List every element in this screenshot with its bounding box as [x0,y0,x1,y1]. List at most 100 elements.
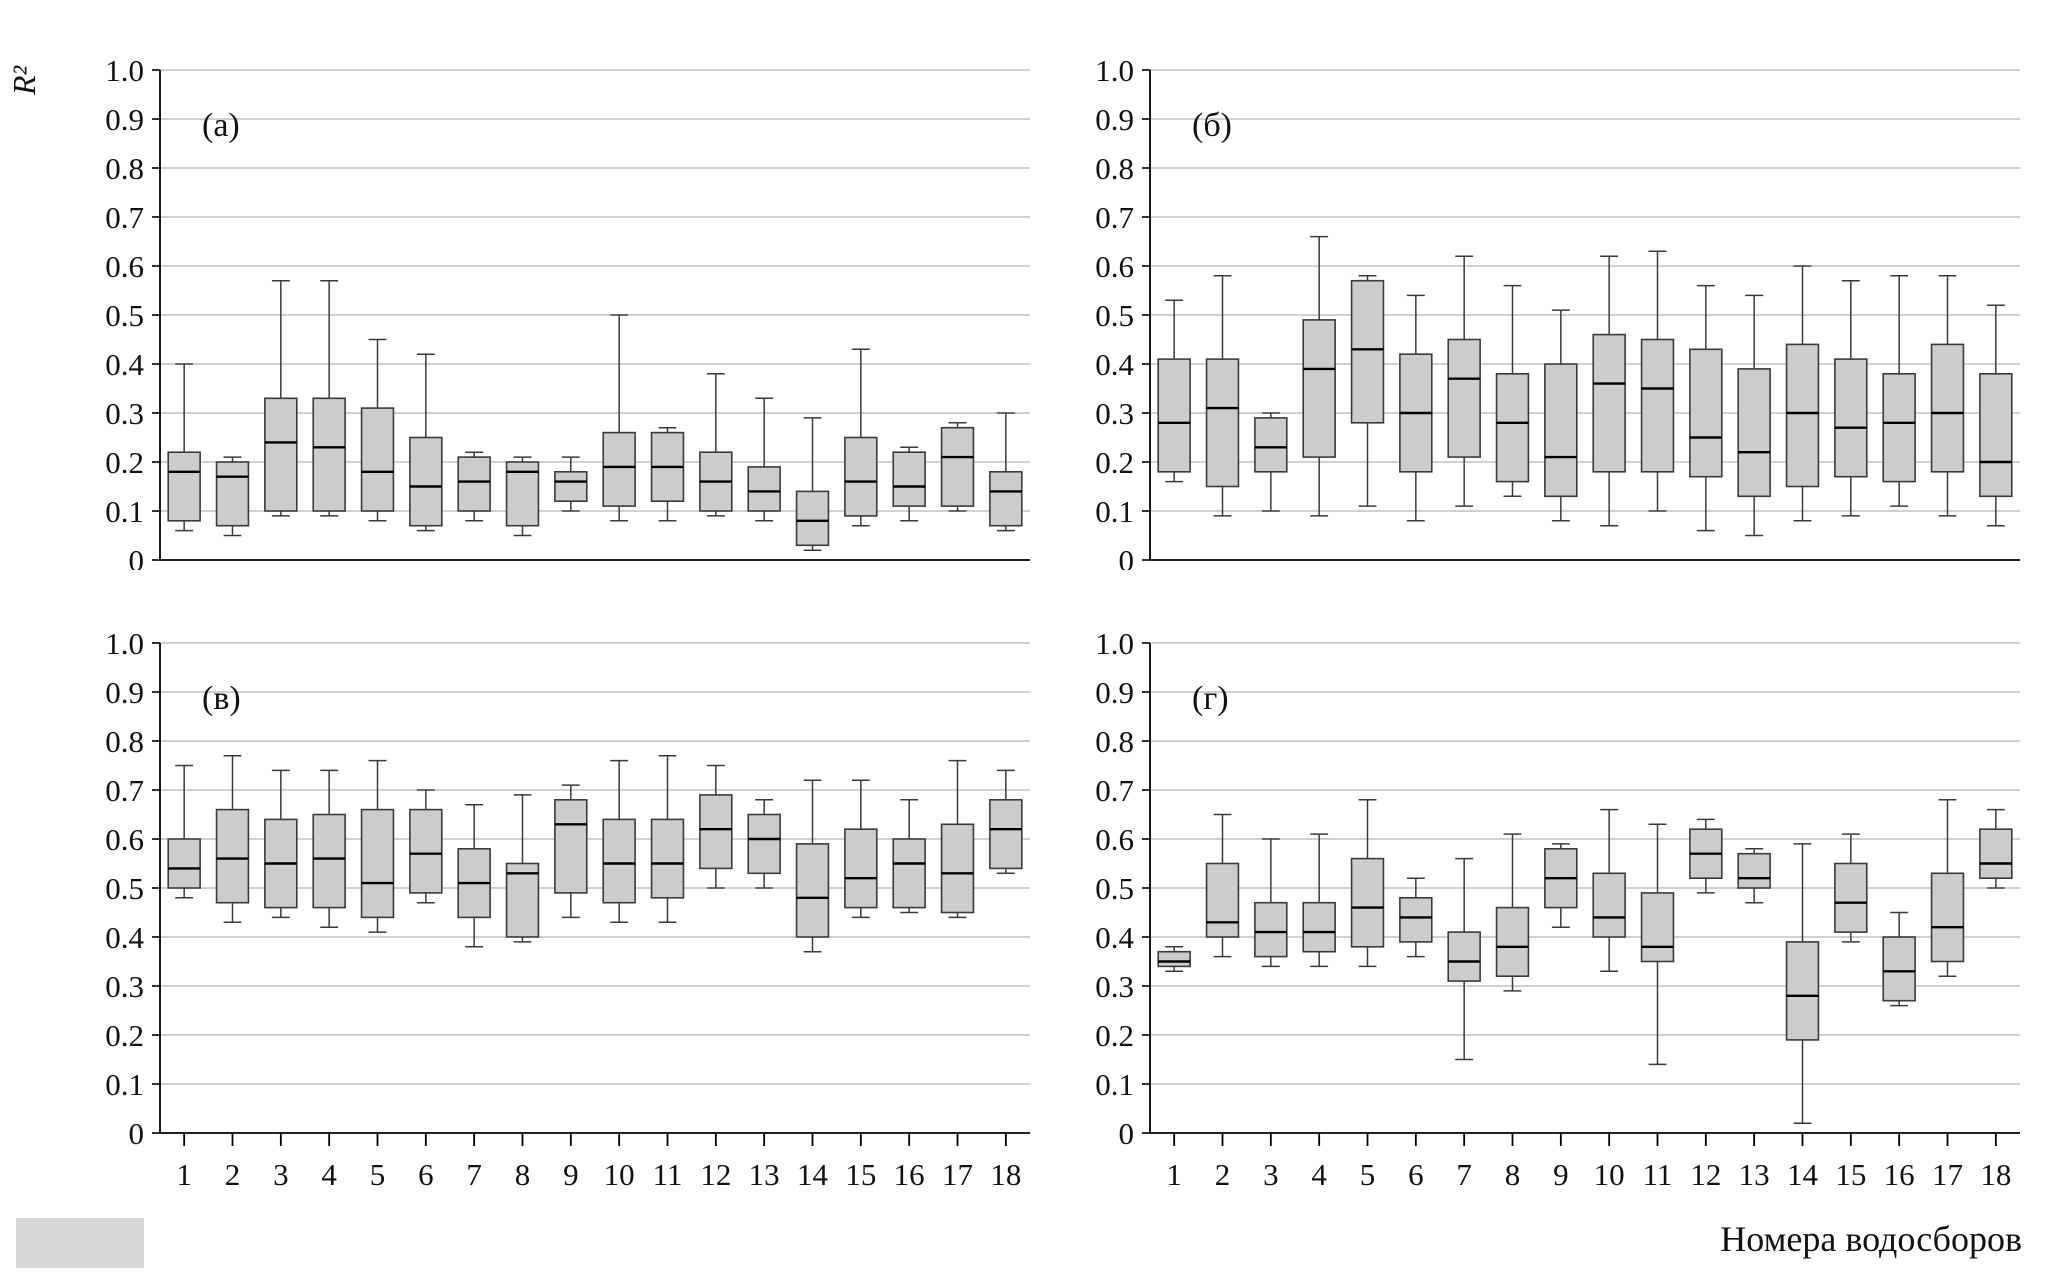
x-tick-label: 17 [942,1157,973,1192]
box [989,470,1023,527]
x-tick-label: 12 [700,1157,731,1192]
box [505,862,540,938]
x-tick-label: 8 [515,1157,531,1192]
box [1399,896,1433,943]
y-tick-label: 0.9 [1095,675,1134,710]
box [1737,368,1771,498]
y-tick-label: 0.8 [105,151,144,186]
box [699,794,733,870]
box [167,451,201,522]
box [1495,906,1530,978]
x-tick-label: 13 [1739,1157,1770,1192]
x-tick-label: 18 [1980,1157,2011,1192]
y-tick-label: 0.7 [105,773,144,808]
y-tick-label: 0.6 [1095,822,1134,857]
y-tick-label: 0.8 [1095,724,1134,759]
y-tick-label: 0 [129,543,145,570]
y-tick-label: 0.6 [105,249,144,284]
panel-label: (в) [202,680,241,717]
box [360,808,395,919]
panel-d-chart: 00.10.20.30.40.50.60.70.80.91.01 2 3 4 5 6 7 8 9… [1095,626,2020,1192]
box [215,808,250,904]
y-tick-label: 0.7 [1095,200,1134,235]
x-tick-label: 15 [845,1157,876,1192]
box [1302,319,1336,458]
box [795,843,830,938]
y-tick-label: 1.0 [1095,53,1134,88]
box [1592,872,1626,938]
x-tick-label: 10 [1594,1157,1625,1192]
x-axis-title: Номера водосборов [1720,1219,2022,1259]
box [1302,901,1336,953]
x-tick-label: 7 [466,1157,482,1192]
panel-label: (б) [1192,107,1232,144]
box [1979,828,2013,879]
x-tick-label: 1 [1166,1157,1182,1192]
y-tick-label: 0.8 [1095,151,1134,186]
y-tick-label: 0.2 [105,1018,144,1053]
y-tick-label: 0.5 [1095,871,1134,906]
panel-a-chart: 0 0.1 0.2 0.3 0.4 0.5 0.6 0.7 0.8 0.9 1.0 (а) [105,53,1030,570]
box [1737,852,1771,889]
x-tick-label: 15 [1835,1157,1866,1192]
y-tick-label: 0.6 [1095,249,1134,284]
box [1205,862,1240,938]
x-tick-label: 6 [1408,1157,1424,1192]
box [215,461,250,527]
y-tick-label: 0.5 [105,871,144,906]
x-tick-label: 10 [604,1157,635,1192]
y-tick-label: 0.3 [1095,396,1134,431]
y-tick-label: 0.4 [1095,920,1134,955]
y-tick-label: 0.1 [105,1067,144,1102]
box [1834,358,1868,478]
y-tick-label: 0.1 [105,494,144,529]
x-tick-label: 14 [797,1157,829,1192]
box [1254,901,1288,958]
y-tick-label: 0.4 [105,920,144,955]
y-tick-label: 0.6 [105,822,144,857]
y-tick-label: 1.0 [1095,626,1134,661]
y-tick-label: 0.3 [105,396,144,431]
y-tick-label: 0.2 [1095,445,1134,480]
box [1785,343,1820,488]
box [650,818,685,899]
x-tick-label: 4 [321,1157,337,1192]
box [602,431,636,507]
panel-b-chart: 0 0.1 0.2 0.3 0.4 0.5 0.6 0.7 0.8 0.9 1.0 (б) [1095,53,2020,570]
y-tick-label: 0.7 [105,200,144,235]
x-tick-label: 2 [1215,1157,1231,1192]
y-tick-label: 0 [1119,543,1135,570]
x-tick-label: 16 [894,1157,925,1192]
y-tick-label: 0.5 [105,298,144,333]
box [1640,338,1675,473]
box [167,838,201,889]
y-tick-label: 0.9 [1095,102,1134,137]
box [1254,417,1288,473]
box [747,813,781,875]
y-tick-label: 0.7 [1095,773,1134,808]
y-tick-label: 0.4 [1095,347,1134,382]
x-tick-label: 7 [1456,1157,1472,1192]
y-tick-label: 0.9 [105,675,144,710]
y-tick-label: 0 [1119,1116,1135,1151]
box [892,838,926,909]
box [409,808,443,894]
box [264,397,298,512]
box [940,426,975,507]
y-tick-label: 0.5 [1095,298,1134,333]
box [409,436,443,527]
x-tick-label: 9 [1553,1157,1569,1192]
x-tick-label: 16 [1884,1157,1915,1192]
box [1205,358,1240,488]
box [844,828,878,909]
scan-artifact [16,1218,144,1268]
x-tick-label: 3 [273,1157,289,1192]
box [1495,372,1530,483]
panel-label: (г) [1192,680,1229,717]
box [1592,333,1626,473]
box [360,407,395,512]
box [1640,892,1675,963]
box [312,397,346,512]
box [1447,338,1481,458]
x-tick-label: 8 [1505,1157,1521,1192]
